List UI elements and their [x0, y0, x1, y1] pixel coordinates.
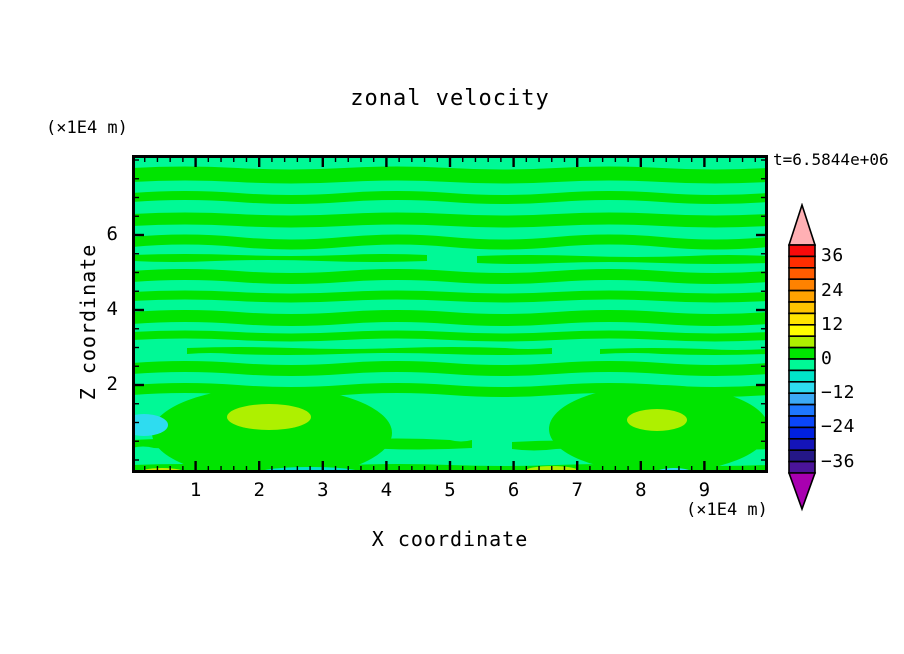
contour-plot-svg [132, 155, 768, 473]
x-tick-label: 8 [635, 479, 647, 501]
colorbar-tick-label: −24 [821, 416, 856, 438]
y-tick-label: 2 [106, 373, 118, 395]
contour-plot-area [132, 155, 768, 473]
x-tick-label: 5 [444, 479, 456, 501]
y-tick-label: 4 [106, 298, 118, 320]
x-tick-label: 3 [317, 479, 329, 501]
x-tick-label: 6 [507, 479, 520, 501]
colorbar-tick-label: 36 [821, 245, 844, 267]
y-tick-label: 6 [106, 223, 118, 245]
x-tick-label: 7 [571, 479, 583, 501]
colorbar-tick-label: 12 [821, 313, 844, 335]
x-tick-label: 4 [380, 479, 393, 501]
colorbar-tick-label: 24 [821, 279, 844, 301]
colorbar-svg [788, 203, 817, 512]
y-axis-unit-label: (×1E4 m) [46, 118, 128, 138]
x-axis-unit-label: (×1E4 m) [686, 500, 768, 520]
y-axis-title: Z coordinate [76, 243, 100, 401]
x-tick-label: 1 [189, 479, 202, 501]
colorbar-tick-label: −36 [821, 450, 856, 472]
x-tick-label: 9 [698, 479, 711, 501]
colorbar [788, 203, 878, 515]
time-annotation: t=6.5844e+06 [773, 150, 889, 169]
plot-title: zonal velocity [350, 86, 550, 111]
x-axis-title: X coordinate [371, 527, 529, 551]
x-tick-label: 2 [253, 479, 265, 501]
colorbar-tick-label: 0 [821, 348, 833, 369]
colorbar-tick-label: −12 [821, 382, 856, 404]
